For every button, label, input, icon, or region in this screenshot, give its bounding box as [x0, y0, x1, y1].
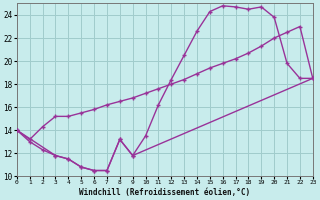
X-axis label: Windchill (Refroidissement éolien,°C): Windchill (Refroidissement éolien,°C) [79, 188, 250, 197]
